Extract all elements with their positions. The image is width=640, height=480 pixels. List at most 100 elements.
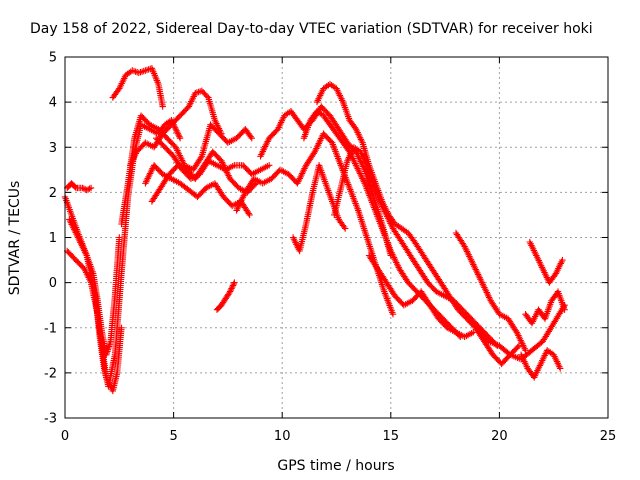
data-point — [329, 83, 331, 85]
data-point — [136, 151, 138, 153]
data-point — [90, 282, 92, 284]
data-point — [531, 322, 533, 324]
data-point — [125, 74, 127, 76]
data-point — [394, 295, 396, 297]
data-point — [477, 327, 479, 329]
data-point — [427, 282, 429, 284]
data-point — [529, 241, 531, 243]
data-point — [325, 182, 327, 184]
data-point — [279, 169, 281, 171]
data-point — [201, 155, 203, 157]
data-point — [220, 133, 222, 135]
data-point — [114, 354, 116, 356]
data-series — [61, 65, 568, 395]
data-point — [303, 137, 305, 139]
data-point — [242, 164, 244, 166]
data-point — [392, 313, 394, 315]
data-point — [442, 318, 444, 320]
data-point — [401, 241, 403, 243]
data-point — [220, 304, 222, 306]
x-tick-label: 20 — [491, 429, 508, 444]
data-point — [472, 263, 474, 266]
data-point — [329, 124, 331, 126]
data-point — [225, 169, 227, 171]
y-tick-label: 3 — [49, 141, 57, 156]
y-tick-label: 1 — [49, 231, 57, 246]
y-tick-label: 5 — [49, 51, 57, 66]
data-point — [451, 327, 453, 329]
data-point — [120, 223, 123, 225]
plot-frame — [64, 56, 609, 419]
data-point — [157, 128, 159, 130]
data-point — [318, 164, 320, 166]
data-point — [235, 137, 238, 139]
data-point — [96, 300, 99, 302]
data-point — [235, 209, 238, 212]
data-point — [453, 300, 455, 302]
data-point — [118, 236, 120, 239]
data-point — [140, 115, 142, 117]
series-arc-e — [109, 65, 166, 110]
data-point — [498, 345, 500, 347]
data-point — [420, 291, 422, 293]
data-point — [481, 282, 483, 284]
data-point — [418, 268, 420, 270]
data-point — [277, 128, 279, 130]
data-point — [170, 119, 173, 121]
series-arc-u — [526, 238, 566, 286]
data-point — [268, 137, 270, 139]
series-arc-j — [153, 135, 273, 182]
data-point — [262, 182, 264, 184]
data-point — [377, 268, 379, 270]
data-point — [151, 200, 153, 202]
data-point — [518, 345, 520, 347]
data-point — [170, 124, 173, 126]
data-point — [216, 164, 218, 166]
data-point — [316, 110, 318, 112]
data-point — [86, 189, 88, 191]
series-arc-l — [233, 130, 397, 318]
data-point — [212, 151, 214, 153]
data-point — [207, 160, 209, 162]
x-tick-label: 10 — [274, 429, 291, 444]
data-point — [372, 182, 375, 184]
data-point — [348, 187, 351, 189]
data-point — [340, 164, 342, 166]
data-point — [390, 250, 392, 252]
data-point — [394, 223, 396, 225]
data-point — [231, 205, 233, 207]
data-point — [361, 142, 364, 144]
series-arc-q — [331, 144, 501, 349]
data-point — [270, 178, 272, 180]
data-point — [90, 187, 92, 189]
data-point — [559, 367, 561, 369]
x-tick-label: 15 — [383, 429, 400, 444]
x-tick-label: 5 — [169, 429, 177, 444]
data-point — [490, 300, 492, 302]
y-tick-label: -3 — [44, 412, 57, 427]
data-point — [220, 160, 222, 162]
data-point — [162, 133, 164, 135]
data-point — [83, 268, 86, 270]
data-point — [437, 318, 440, 320]
data-point — [401, 227, 403, 230]
data-point — [144, 142, 146, 144]
data-point — [472, 331, 474, 333]
data-point — [372, 205, 375, 207]
data-point — [159, 187, 162, 189]
data-point — [131, 69, 133, 72]
data-point — [214, 119, 216, 121]
data-point — [422, 254, 424, 257]
data-point — [338, 218, 340, 221]
data-point — [344, 227, 346, 230]
data-point — [407, 232, 409, 234]
data-point — [201, 90, 203, 92]
data-point — [259, 169, 262, 171]
data-point — [563, 309, 566, 311]
data-point — [457, 309, 459, 311]
data-point — [346, 142, 348, 144]
data-point — [229, 291, 231, 293]
series-arc-k — [213, 279, 238, 313]
data-point — [331, 200, 333, 202]
data-point — [144, 182, 146, 184]
